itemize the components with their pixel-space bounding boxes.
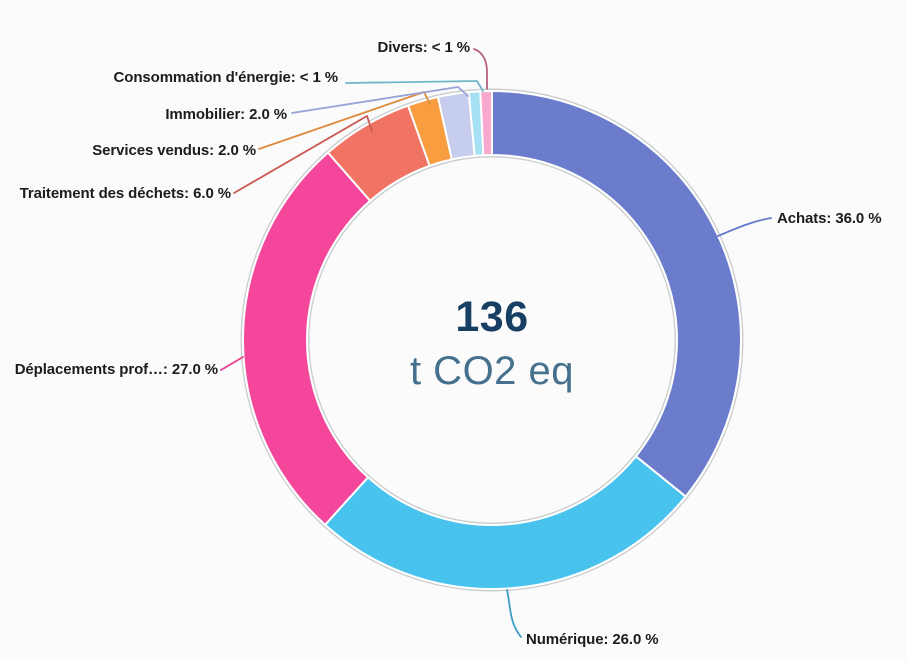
slice-label-deplacements-professionnels: Déplacements prof…: 27.0 % [14,361,218,378]
leader-line-d-placements-professionnels [220,356,244,371]
slice-label-numerique: Numérique: 26.0 % [526,631,659,648]
slice-label-services-vendus: Services vendus: 2.0 % [92,142,256,159]
slice-label-traitement-des-dechets: Traitement des déchets: 6.0 % [19,185,231,202]
leader-line-divers [473,48,488,90]
leader-line-traitement-des-d-chets [233,115,373,194]
leader-line-immobilier [291,86,469,114]
leader-line-consommation-d-nergie [345,80,484,92]
donut-inner-outline [308,156,676,524]
slice-label-consommation-energie: Consommation d'énergie: < 1 % [113,69,339,86]
slice-label-divers: Divers: < 1 % [377,39,470,56]
slice-label-achats: Achats: 36.0 % [777,210,882,227]
slice-achats[interactable] [491,89,742,498]
slice-label-immobilier: Immobilier: 2.0 % [165,106,287,123]
leader-line-achats [717,217,772,237]
slice-divers[interactable] [479,89,493,157]
slice-d-placements-professionnels[interactable] [242,151,372,527]
leader-line-num-rique [506,589,522,638]
donut-outer-outline [240,88,744,592]
